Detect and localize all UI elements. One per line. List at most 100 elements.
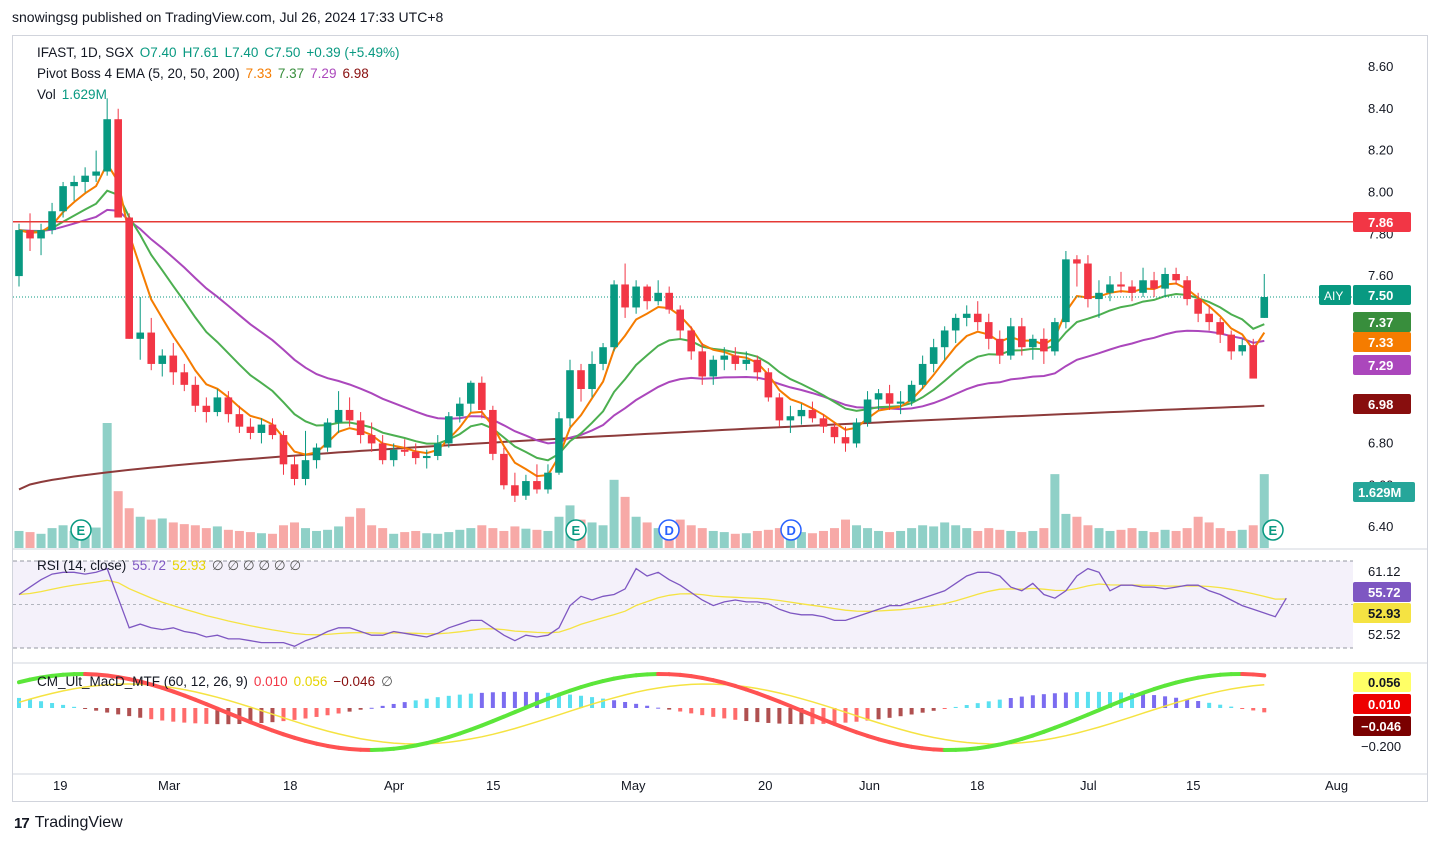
volume-bar	[356, 508, 366, 548]
candle-body	[1128, 286, 1136, 293]
candle-body	[1194, 299, 1202, 314]
candle-body	[511, 485, 519, 496]
candle-body	[411, 451, 420, 459]
macd-histogram-bar	[821, 708, 826, 724]
time-axis-label: Apr	[384, 778, 405, 793]
time-axis-label: May	[621, 778, 646, 793]
ema-indicator-name[interactable]: Pivot Boss 4 EMA (5, 20, 50, 200)	[37, 66, 240, 81]
volume-bar	[598, 525, 608, 548]
volume-bar	[1072, 516, 1082, 548]
volume-bar	[466, 528, 476, 548]
candle-body	[1018, 326, 1026, 348]
candle-body	[1117, 284, 1125, 287]
volume-bar	[157, 518, 167, 548]
macd-extra: ∅	[381, 674, 393, 689]
volume-bar	[14, 530, 24, 548]
candle-body	[1095, 292, 1103, 300]
candle-body	[599, 347, 607, 364]
volume-bar	[411, 530, 421, 548]
candle-body	[995, 338, 1004, 356]
volume-bar	[1149, 532, 1159, 548]
volume-legend[interactable]: Vol 1.629M	[37, 87, 113, 102]
macd-histogram-bar	[766, 708, 771, 723]
macd-histogram-bar	[788, 708, 793, 725]
candle-body	[1216, 322, 1224, 335]
macd-histogram-bar	[556, 693, 561, 708]
macd-histogram-bar	[1074, 692, 1079, 708]
macd-value: 0.010	[253, 674, 288, 689]
candle-body	[400, 449, 409, 452]
macd-legend[interactable]: CM_Ult_MacD_MTF (60, 12, 26, 9) 0.010 0.05…	[37, 674, 399, 690]
candle-body	[841, 437, 850, 444]
volume-bar	[973, 530, 983, 548]
candle-body	[808, 409, 817, 419]
time-axis-label: 15	[1186, 778, 1200, 793]
volume-bar	[1171, 530, 1181, 548]
macd-histogram-bar	[579, 695, 584, 708]
price-legend[interactable]: IFAST, 1D, SGX O7.40 H7.61 L7.40 C7.50 +0.39 …	[37, 45, 406, 60]
candle-body	[378, 443, 387, 461]
rsi-indicator-name[interactable]: RSI (14, close)	[37, 558, 127, 573]
publisher-header: snowingsg published on TradingView.com, …	[12, 9, 444, 25]
volume-bar	[763, 529, 773, 548]
volume-bar	[962, 528, 972, 548]
tradingview-brand[interactable]: 17 TradingView	[14, 814, 123, 832]
symbol-label[interactable]: IFAST, 1D, SGX	[37, 45, 134, 60]
rsi-axis-tag	[1353, 603, 1411, 623]
macd-histogram-bar	[72, 706, 77, 708]
time-axis-label: Mar	[158, 778, 181, 793]
macd-histogram-bar	[711, 708, 716, 717]
volume-bar	[113, 491, 123, 548]
chart-canvas[interactable]: 8.608.408.208.007.807.607.407.207.006.80…	[13, 36, 1427, 801]
volume-bar	[708, 530, 718, 548]
volume-bar	[234, 530, 244, 548]
volume-bar	[1138, 530, 1148, 548]
volume-label[interactable]: Vol	[37, 87, 56, 102]
macd-histogram-bar	[1019, 696, 1024, 708]
macd-histogram-bar	[1196, 701, 1201, 708]
macd-histogram-bar	[678, 708, 683, 712]
candle-body	[984, 322, 993, 339]
volume-value: 1.629	[61, 87, 96, 102]
candle-body	[1260, 297, 1269, 318]
ema-legend[interactable]: Pivot Boss 4 EMA (5, 20, 50, 200) 7.33 7.3…	[37, 66, 375, 81]
candle-body	[775, 397, 784, 421]
candle-body	[632, 286, 640, 308]
volume-bar	[36, 533, 46, 548]
price-tag-label: 7.37	[1368, 315, 1393, 330]
volume-bar	[796, 532, 806, 548]
volume-bar	[1017, 532, 1027, 548]
volume-bar	[91, 527, 101, 548]
macd-histogram-bar	[689, 708, 694, 714]
rsi-axis-label: 61.12	[1368, 564, 1401, 579]
macd-histogram-bar	[1218, 704, 1223, 708]
candle-body	[1183, 280, 1191, 300]
volume-bar	[312, 530, 322, 548]
macd-histogram-bar	[920, 708, 925, 713]
candle-body	[929, 347, 938, 364]
macd-line-segment	[1251, 672, 1267, 678]
volume-bar	[1083, 525, 1093, 548]
volume-bar	[554, 516, 564, 548]
candle-body	[70, 181, 78, 187]
candle-body	[819, 418, 828, 427]
rsi-legend[interactable]: RSI (14, close) 55.72 52.93 ∅ ∅ ∅ ∅ ∅ ∅	[37, 558, 307, 574]
candle-body	[1084, 263, 1092, 300]
candle-body	[544, 472, 552, 490]
macd-axis-tag	[1353, 672, 1411, 692]
time-axis-label: 15	[486, 778, 500, 793]
macd-axis-label: −0.200	[1361, 739, 1401, 754]
candle-body	[797, 409, 806, 417]
candle-body	[1040, 338, 1048, 352]
event-marker: D	[780, 519, 802, 541]
price-tick-label: 8.20	[1368, 143, 1393, 158]
event-marker-label: D	[665, 523, 674, 538]
candle-body	[1007, 326, 1015, 356]
candle-body	[940, 330, 949, 348]
candle-body	[257, 424, 266, 433]
volume-bar	[69, 530, 79, 548]
time-axis-label: Jun	[859, 778, 880, 793]
macd-indicator-name[interactable]: CM_Ult_MacD_MTF (60, 12, 26, 9)	[37, 674, 248, 689]
volume-bar	[1226, 530, 1236, 548]
chart-frame[interactable]: 8.608.408.208.007.807.607.407.207.006.80…	[12, 35, 1428, 802]
